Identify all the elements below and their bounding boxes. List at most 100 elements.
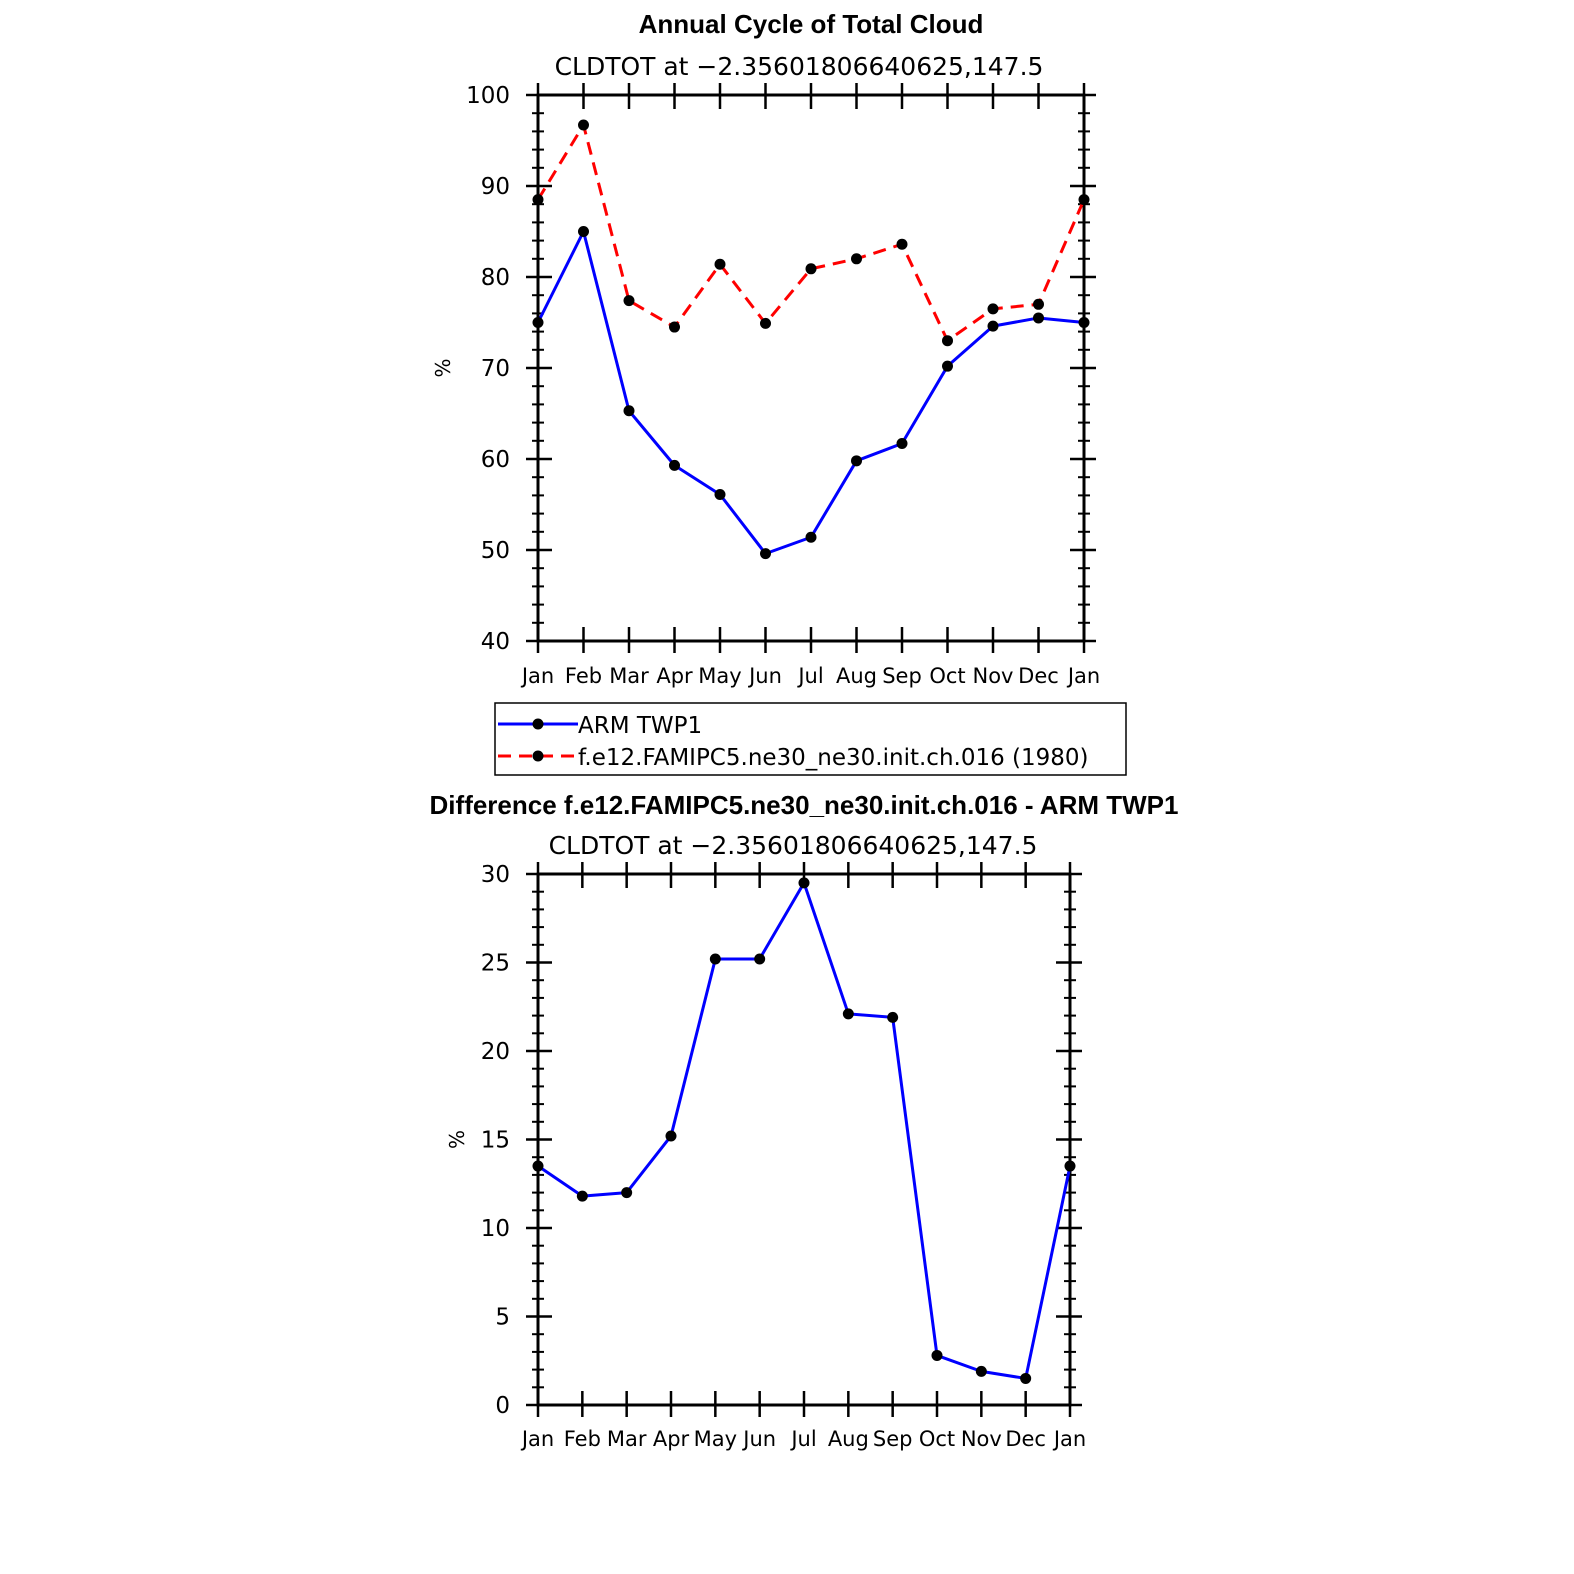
x-tick-label: Nov (973, 664, 1014, 688)
x-tick-label: Jul (789, 1427, 816, 1451)
data-point (623, 405, 635, 417)
data-point (1064, 1160, 1076, 1172)
data-point (532, 1160, 544, 1172)
data-point (578, 119, 589, 131)
legend-marker (532, 718, 544, 730)
x-tick-label: Jul (796, 664, 823, 688)
chart-subtitle: CLDTOT at −2.35601806640625,147.5 (549, 831, 1038, 860)
series-1 (532, 877, 1076, 1384)
x-tick-label: Apr (653, 1427, 690, 1451)
legend-box (494, 702, 1127, 776)
data-point (665, 1130, 677, 1142)
plot-frame (536, 93, 1086, 643)
data-point (714, 258, 726, 270)
data-point (1078, 317, 1090, 328)
x-tick-label: Aug (836, 664, 877, 688)
data-point (760, 317, 771, 329)
data-point (842, 1008, 854, 1020)
x-tick-label: May (694, 1427, 737, 1451)
data-point (1033, 312, 1044, 324)
y-axis: 40 50 60 70 80 90 100 (466, 83, 1096, 655)
data-point (714, 488, 726, 500)
series-line (536, 123, 1086, 343)
data-point (887, 1011, 899, 1023)
data-point (987, 320, 999, 332)
data-point (760, 548, 771, 560)
data-point (532, 194, 544, 206)
data-point (798, 877, 810, 889)
data-point (623, 295, 635, 307)
data-point (621, 1187, 633, 1199)
data-point (987, 303, 999, 315)
data-point (931, 1349, 943, 1361)
data-point (942, 335, 953, 347)
data-point (576, 1190, 588, 1202)
chart-subtitle: CLDTOT at −2.35601806640625,147.5 (555, 52, 1044, 81)
y-tick-label: 60 (481, 447, 510, 473)
series-1 (532, 226, 1090, 560)
y-tick-label: 70 (481, 356, 510, 382)
y-axis-label: % (431, 358, 455, 377)
series-line (537, 881, 1072, 1380)
x-tick-label: Jun (741, 1427, 776, 1451)
data-point (851, 253, 862, 265)
x-tick-label: Sep (882, 664, 922, 688)
chart-title: Difference f.e12.FAMIPC5.ne30_ne30.init.… (430, 790, 1179, 820)
data-point (1020, 1372, 1032, 1384)
data-point (754, 953, 766, 965)
y-tick-label: 30 (481, 862, 510, 888)
y-tick-label: 40 (481, 629, 510, 655)
x-tick-label: Jun (747, 664, 782, 688)
legend-label: ARM TWP1 (578, 713, 702, 739)
x-tick-label: Jan (1066, 664, 1100, 688)
x-tick-label: Oct (919, 1427, 955, 1451)
y-tick-label: 5 (495, 1305, 510, 1331)
data-point (805, 263, 817, 275)
y-tick-label: 80 (481, 265, 510, 291)
legend-label: f.e12.FAMIPC5.ne30_ne30.init.ch.016 (198… (578, 745, 1089, 771)
data-point (1033, 298, 1044, 310)
x-axis: Jan Feb Mar Apr May Jun Jul Aug Sep Oct Nov Dec Jan (520, 862, 1086, 1451)
x-tick-label: Mar (609, 664, 649, 688)
data-point (851, 455, 862, 467)
legend-marker (532, 750, 544, 762)
chart-2: Difference f.e12.FAMIPC5.ne30_ne30.init.… (430, 790, 1179, 1451)
x-tick-label: Dec (1005, 1427, 1046, 1451)
x-tick-label: Feb (565, 664, 602, 688)
x-tick-label: May (698, 664, 741, 688)
y-tick-label: 50 (481, 538, 510, 564)
data-point (805, 531, 817, 543)
data-point (896, 438, 908, 450)
data-point (896, 238, 908, 250)
chart-1: Annual Cycle of Total Cloud CLDTOT at −2.… (431, 9, 1127, 776)
data-point (1078, 194, 1090, 206)
plot-frame (536, 872, 1072, 1407)
y-axis-label: % (445, 1130, 469, 1149)
data-point (975, 1365, 987, 1377)
data-point (532, 317, 544, 328)
data-point (669, 459, 680, 471)
y-tick-label: 20 (481, 1039, 510, 1065)
y-tick-label: 15 (481, 1128, 510, 1154)
data-point (578, 226, 589, 237)
data-point (709, 953, 721, 965)
data-point (669, 321, 680, 333)
y-tick-label: 25 (481, 951, 510, 977)
series-2 (532, 119, 1090, 347)
x-tick-label: Feb (564, 1427, 601, 1451)
series-line (536, 230, 1085, 556)
y-tick-label: 100 (466, 83, 510, 109)
legend: ARM TWP1 f.e12.FAMIPC5.ne30_ne30.init.ch.… (494, 702, 1127, 776)
x-tick-label: Jan (520, 1427, 554, 1451)
x-tick-label: Oct (929, 664, 965, 688)
x-tick-label: Aug (828, 1427, 869, 1451)
y-tick-label: 0 (495, 1393, 510, 1419)
x-tick-label: Dec (1018, 664, 1059, 688)
x-tick-label: Nov (961, 1427, 1002, 1451)
chart-title: Annual Cycle of Total Cloud (639, 9, 984, 39)
x-axis: Jan Feb Mar Apr May Jun Jul Aug Sep Oct Nov Dec Jan (520, 83, 1100, 688)
x-tick-label: Mar (607, 1427, 647, 1451)
x-tick-label: Sep (873, 1427, 913, 1451)
x-tick-label: Apr (656, 664, 693, 688)
